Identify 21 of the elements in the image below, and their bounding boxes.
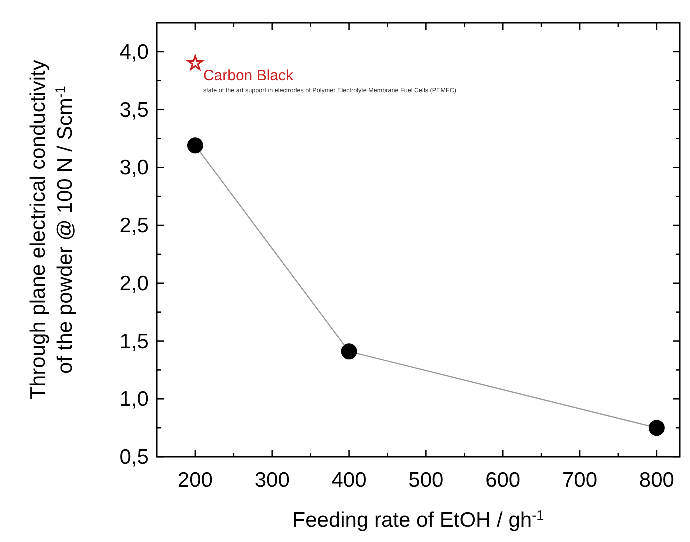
point [188,55,204,70]
x-tick-label: 300 [254,469,290,492]
x-tick-label: 600 [486,469,521,492]
x-tick-label: 800 [639,469,674,492]
y-tick-label: 4,0 [120,40,149,64]
y-tick-label: 2,0 [120,272,149,296]
y-tick-label: 1,5 [120,330,149,354]
point [187,138,204,154]
x-tick-label: 500 [408,469,444,492]
series-label: Carbon Black [203,68,294,85]
point [341,344,358,360]
x-axis-title: Feeding rate of EtOH / gh$^{-1}$ [292,508,544,532]
y-tick-label: 3,5 [120,98,149,122]
point [648,420,665,436]
y-tick-label: 0,5 [120,446,149,469]
y-tick-label: 2,5 [120,214,149,238]
x-tick-label: 400 [332,469,367,492]
y-tick-label: 3,0 [120,156,149,180]
x-tick-label: 200 [178,469,213,492]
x-tick-label: 700 [562,469,598,492]
y-tick-label: 1,0 [120,388,149,412]
